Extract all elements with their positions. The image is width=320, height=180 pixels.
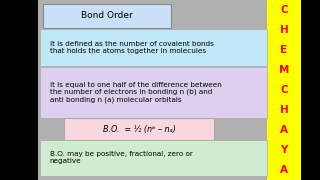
Text: C: C <box>280 85 288 95</box>
Text: C: C <box>280 5 288 15</box>
Text: E: E <box>280 45 288 55</box>
Text: Bond Order: Bond Order <box>81 11 133 20</box>
FancyBboxPatch shape <box>267 0 301 180</box>
FancyBboxPatch shape <box>64 118 214 140</box>
Text: A: A <box>280 165 288 175</box>
FancyBboxPatch shape <box>43 4 171 28</box>
Text: M: M <box>279 65 289 75</box>
Text: B.O. may be positive, fractional, zero or
negative: B.O. may be positive, fractional, zero o… <box>50 151 192 165</box>
Text: A: A <box>280 125 288 135</box>
FancyBboxPatch shape <box>38 0 267 180</box>
Text: Y: Y <box>280 145 288 155</box>
FancyBboxPatch shape <box>40 29 267 66</box>
FancyBboxPatch shape <box>40 140 267 176</box>
Text: It is equal to one half of the difference between
the number of electrons in bon: It is equal to one half of the differenc… <box>50 82 221 103</box>
Text: It is defined as the number of covalent bonds
that holds the atoms together in m: It is defined as the number of covalent … <box>50 41 213 54</box>
FancyBboxPatch shape <box>40 67 267 118</box>
Text: H: H <box>280 105 288 115</box>
Text: H: H <box>280 25 288 35</box>
Text: B.O.  = ½ (nᵇ – nₐ): B.O. = ½ (nᵇ – nₐ) <box>103 125 176 134</box>
